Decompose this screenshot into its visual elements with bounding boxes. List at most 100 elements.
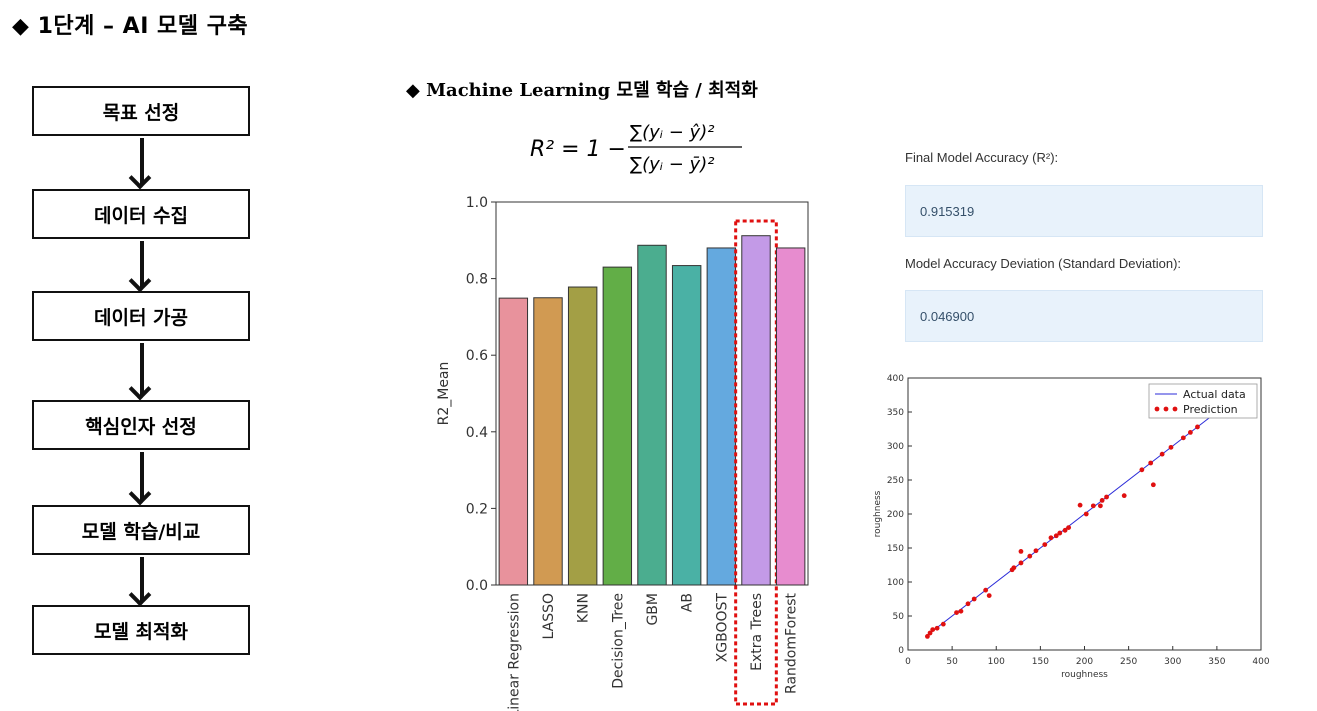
- y-tick-label: 150: [887, 544, 904, 554]
- prediction-point: [958, 608, 964, 614]
- prediction-point: [986, 593, 992, 598]
- arrow-down-icon: [140, 452, 144, 500]
- deviation-label: Model Accuracy Deviation (Standard Devia…: [905, 256, 1182, 271]
- x-tick-label: LASSO: [541, 593, 557, 640]
- y-tick-label: 0: [898, 646, 904, 656]
- prediction-point: [1150, 482, 1156, 488]
- x-tick-label: KNN: [576, 593, 592, 623]
- y-tick-label: 250: [887, 476, 904, 486]
- flow-step-train: 모델 학습/비교: [32, 505, 250, 555]
- prediction-point: [1027, 553, 1033, 559]
- prediction-point: [1188, 430, 1193, 435]
- formula-denominator: ∑(yᵢ − ȳ)²: [630, 154, 714, 175]
- deviation-value-box: 0.046900: [905, 290, 1263, 342]
- legend-dot-swatch: [1154, 406, 1160, 412]
- prediction-point: [1180, 435, 1186, 441]
- y-axis-label: roughness: [873, 490, 883, 537]
- prediction-point: [1057, 530, 1063, 536]
- prediction-point: [925, 634, 930, 639]
- prediction-point: [930, 627, 936, 632]
- y-tick-label: 50: [893, 612, 905, 622]
- prediction-point: [1195, 424, 1200, 430]
- roughness-scatter-chart: 0 50 100 150 200 250 300 350 400 0 50 100 150 200 250 3…: [873, 374, 1270, 680]
- prediction-point: [1121, 493, 1127, 499]
- x-axis-label: roughness: [1061, 670, 1108, 680]
- flow-step-label: 데이터 수집: [93, 204, 188, 227]
- prediction-point: [1053, 533, 1059, 539]
- prediction-point: [954, 610, 959, 615]
- prediction-point: [971, 596, 977, 602]
- legend-actual-label: Actual data: [1183, 388, 1246, 401]
- x-tick-label: 250: [1120, 657, 1137, 667]
- accuracy-value: 0.915319: [920, 203, 975, 219]
- x-tick-label: Extra Trees: [749, 593, 765, 671]
- arrow-down-icon: [140, 241, 144, 287]
- flow-step-process: 데이터 가공: [32, 291, 250, 341]
- page-title: ◆ 1단계 – AI 모델 구축: [12, 14, 249, 39]
- prediction-point: [934, 625, 940, 631]
- flow-step-label: 모델 최적화: [93, 620, 188, 643]
- flow-step-label: 데이터 가공: [93, 306, 188, 329]
- y-tick-label: 0.2: [466, 501, 488, 517]
- bar: [706, 247, 737, 586]
- section-subtitle: ◆ Machine Learning 모델 학습 / 최적화: [406, 80, 758, 101]
- y-tick-label: 300: [887, 442, 904, 452]
- formula-svg: R² = 1 − ∑(yᵢ − ŷ)² ∑(yᵢ − ȳ)²: [530, 122, 742, 175]
- y-tick-label: 0.8: [466, 272, 488, 288]
- y-tick-label: 1.0: [466, 195, 488, 211]
- x-tick-label: 350: [1208, 657, 1225, 667]
- prediction-point: [983, 587, 989, 593]
- bar: [498, 297, 529, 586]
- y-tick-label: 0.4: [466, 425, 488, 441]
- prediction-point: [1077, 502, 1083, 508]
- x-tick-label: XGBOOST: [714, 593, 730, 663]
- bar: [533, 297, 563, 586]
- legend-dot-swatch: [1172, 406, 1178, 412]
- flow-step-goal: 목표 선정: [32, 86, 250, 136]
- deviation-value: 0.046900: [920, 308, 975, 324]
- legend-dot-swatch: [1163, 406, 1169, 412]
- y-tick-label: 0.6: [466, 348, 488, 364]
- prediction-point: [1104, 494, 1109, 500]
- legend-prediction-label: Prediction: [1183, 403, 1238, 416]
- prediction-point: [1090, 503, 1096, 509]
- prediction-point: [1033, 548, 1039, 554]
- flow-step-label: 모델 학습/비교: [81, 520, 201, 543]
- y-tick-label: 0.0: [466, 578, 488, 594]
- prediction-point: [1099, 498, 1105, 503]
- prediction-point: [1159, 451, 1165, 457]
- x-tick-label: 100: [988, 657, 1005, 667]
- x-tick-label: GBM: [645, 593, 661, 626]
- x-tick-label: Decision_Tree: [610, 593, 626, 689]
- prediction-point: [1083, 511, 1089, 517]
- formula-lhs: R² = 1 −: [530, 137, 626, 162]
- x-tick-label: AB: [680, 593, 696, 612]
- y-tick-label: 200: [887, 510, 904, 520]
- flow-step-collect: 데이터 수집: [32, 189, 250, 239]
- bar: [775, 247, 806, 586]
- flow-step-label: 핵심인자 선정: [85, 415, 197, 438]
- formula-numerator: ∑(yᵢ − ŷ)²: [630, 122, 714, 143]
- x-tick-label: 200: [1076, 657, 1093, 667]
- y-axis-label: R2_Mean: [436, 362, 452, 426]
- x-tick-label: Linear Regression: [506, 593, 522, 711]
- prediction-point: [1139, 467, 1145, 473]
- x-tick-label: 50: [946, 657, 958, 667]
- prediction-point: [940, 621, 946, 627]
- r2-formula: R² = 1 − ∑(yᵢ − ŷ)² ∑(yᵢ − ȳ)²: [530, 118, 760, 182]
- r2-bar-chart: 0.0 0.2 0.4 0.6 0.8 1.0 R2_Mean Linear Regressi…: [436, 195, 809, 711]
- prediction-point: [1148, 460, 1154, 466]
- prediction-point: [1062, 527, 1068, 533]
- legend-box: [1148, 383, 1258, 419]
- flow-step-factor: 핵심인자 선정: [32, 400, 250, 450]
- bar: [637, 244, 667, 586]
- prediction-point: [1048, 535, 1054, 541]
- x-tick-label: 150: [1032, 657, 1049, 667]
- x-tick-label: 300: [1164, 657, 1181, 667]
- accuracy-label: Final Model Accuracy (R²):: [905, 150, 1059, 165]
- prediction-point: [1097, 503, 1103, 509]
- x-tick-label: 400: [1252, 657, 1269, 667]
- arrow-down-icon: [140, 138, 144, 184]
- y-tick-label: 400: [887, 374, 904, 384]
- prediction-point: [927, 630, 933, 636]
